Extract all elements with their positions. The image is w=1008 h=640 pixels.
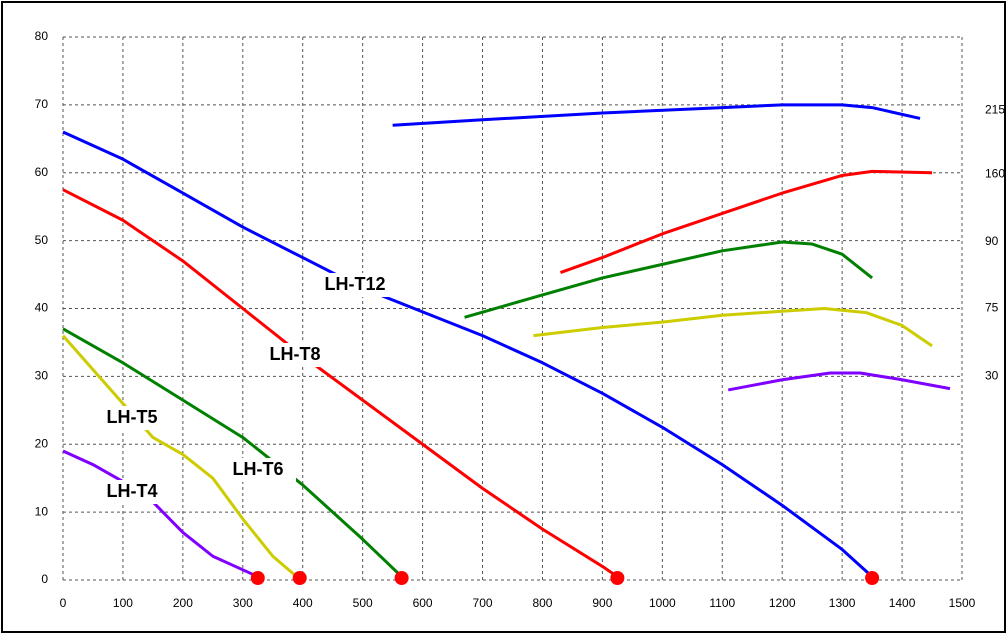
x-tick-label: 100 bbox=[113, 596, 133, 610]
curve-label: LH-T6 bbox=[233, 459, 284, 479]
y-tick-label: 40 bbox=[35, 301, 49, 315]
end-point bbox=[610, 571, 625, 585]
y-tick-label: 70 bbox=[35, 97, 49, 111]
y-tick-label: 50 bbox=[35, 233, 49, 247]
x-tick-label: 800 bbox=[532, 596, 552, 610]
y-tick-label: 10 bbox=[35, 504, 49, 518]
y-tick-label: 0 bbox=[41, 572, 48, 586]
line bbox=[392, 103, 921, 127]
curve-label: LH-T5 bbox=[107, 407, 158, 427]
x-tick-label: 900 bbox=[592, 596, 612, 610]
line bbox=[533, 307, 933, 348]
end-point bbox=[292, 571, 307, 585]
x-tick-label: 1400 bbox=[889, 596, 916, 610]
y2-tick-label: 90 bbox=[985, 234, 999, 248]
curve-label: LH-T12 bbox=[324, 274, 385, 294]
y-tick-label: 20 bbox=[35, 436, 49, 450]
end-point bbox=[394, 571, 409, 585]
y-tick-label: 80 bbox=[35, 29, 49, 43]
curve-label: LH-T4 bbox=[107, 481, 158, 501]
x-tick-label: 1200 bbox=[769, 596, 796, 610]
y2-tick-label: 75 bbox=[985, 301, 999, 315]
label-bg bbox=[94, 406, 170, 430]
line bbox=[62, 449, 259, 578]
x-tick-label: 200 bbox=[173, 596, 193, 610]
line bbox=[62, 130, 874, 578]
curve-label: LH-T8 bbox=[270, 344, 321, 364]
line bbox=[62, 327, 403, 578]
y2-tick-label: 30 bbox=[985, 369, 999, 383]
x-tick-label: 1500 bbox=[949, 596, 976, 610]
x-tick-label: 1300 bbox=[829, 596, 856, 610]
line bbox=[727, 371, 951, 392]
x-tick-label: 1000 bbox=[649, 596, 676, 610]
end-point bbox=[250, 571, 265, 585]
x-tick-label: 600 bbox=[413, 596, 433, 610]
label-bg bbox=[94, 480, 170, 504]
y-tick-label: 30 bbox=[35, 369, 49, 383]
end-point bbox=[865, 571, 880, 585]
x-tick-label: 700 bbox=[473, 596, 493, 610]
label-bg bbox=[257, 343, 333, 367]
line bbox=[61, 334, 298, 578]
line bbox=[559, 169, 933, 274]
x-tick-label: 1100 bbox=[709, 596, 735, 610]
y2-tick-label: 160 bbox=[985, 166, 1005, 180]
x-tick-label: 500 bbox=[353, 596, 373, 610]
x-tick-label: 0 bbox=[60, 596, 67, 610]
line bbox=[62, 188, 619, 578]
y2-tick-label: 215 bbox=[985, 102, 1005, 116]
label-bg bbox=[317, 273, 393, 297]
x-tick-label: 300 bbox=[233, 596, 253, 610]
line bbox=[464, 240, 874, 319]
x-tick-label: 400 bbox=[293, 596, 313, 610]
y-tick-label: 60 bbox=[35, 165, 49, 179]
label-bg bbox=[220, 458, 296, 482]
